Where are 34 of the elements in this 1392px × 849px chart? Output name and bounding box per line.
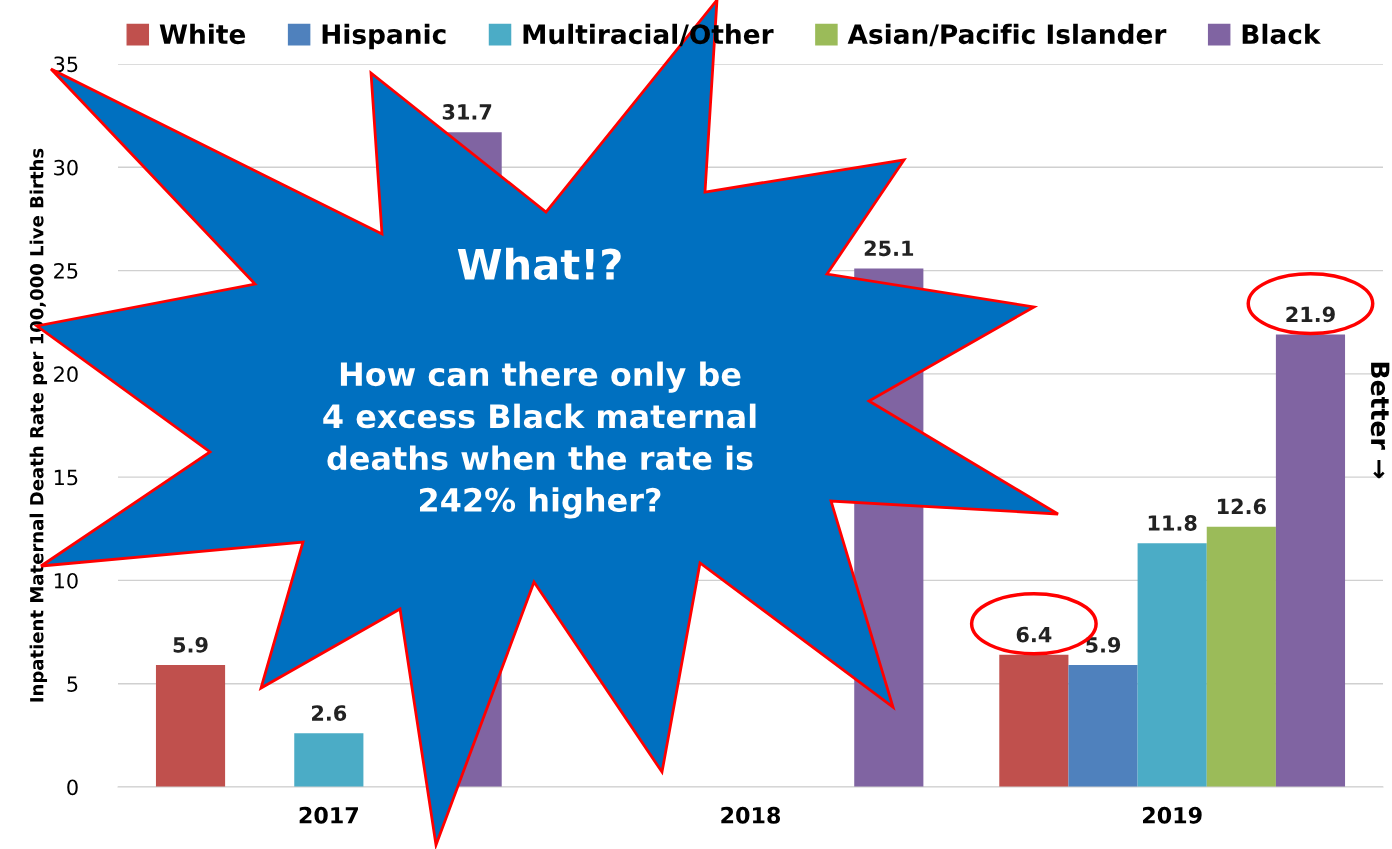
x-tick-label: 2019 xyxy=(1143,806,1202,824)
y-tick-label: 30 xyxy=(54,159,78,176)
bar xyxy=(294,733,364,787)
data-label: 5.9 xyxy=(1086,637,1121,653)
bar xyxy=(1206,526,1276,787)
data-label: 2.6 xyxy=(312,705,347,721)
legend-label: Hispanic xyxy=(322,23,446,50)
y-tick-label: 5 xyxy=(67,676,78,692)
legend-label: Asian/Pacific Islander xyxy=(847,23,1167,47)
legend-label: Black xyxy=(1242,23,1321,45)
data-label: 12.6 xyxy=(1217,498,1266,515)
text: What!? How can there only be 4 excess Black maternal deaths when the rate is 242% higher? xyxy=(323,247,756,519)
x-tick-label: 2018 xyxy=(721,806,781,824)
legend-label: White xyxy=(159,23,246,45)
bar xyxy=(1068,665,1138,787)
bar xyxy=(1275,334,1346,787)
y-tick-label: 10 xyxy=(54,572,78,589)
y-tick-label: 25 xyxy=(54,263,78,279)
data-label: 6.4 xyxy=(1016,626,1052,643)
bar xyxy=(155,665,226,787)
data-label: 25.1 xyxy=(864,240,914,257)
data-label: 31.7 xyxy=(442,104,492,120)
y-tick-label: 20 xyxy=(54,366,78,383)
y-tick-label: 15 xyxy=(54,469,78,486)
x-tick-label: 2017 xyxy=(299,806,358,824)
y-tick-label: 0 xyxy=(67,779,78,796)
data-label: 21.9 xyxy=(1286,306,1335,323)
y-axis-title: Inpatient Maternal Death Rate per 100,000 Live Births xyxy=(29,148,48,702)
bar xyxy=(999,654,1069,787)
data-label: 11.8 xyxy=(1148,515,1197,531)
y-tick-label: 35 xyxy=(54,56,78,73)
data-label: 5.9 xyxy=(173,637,208,653)
bar xyxy=(1137,543,1207,787)
annotation: Better → xyxy=(1370,362,1390,479)
